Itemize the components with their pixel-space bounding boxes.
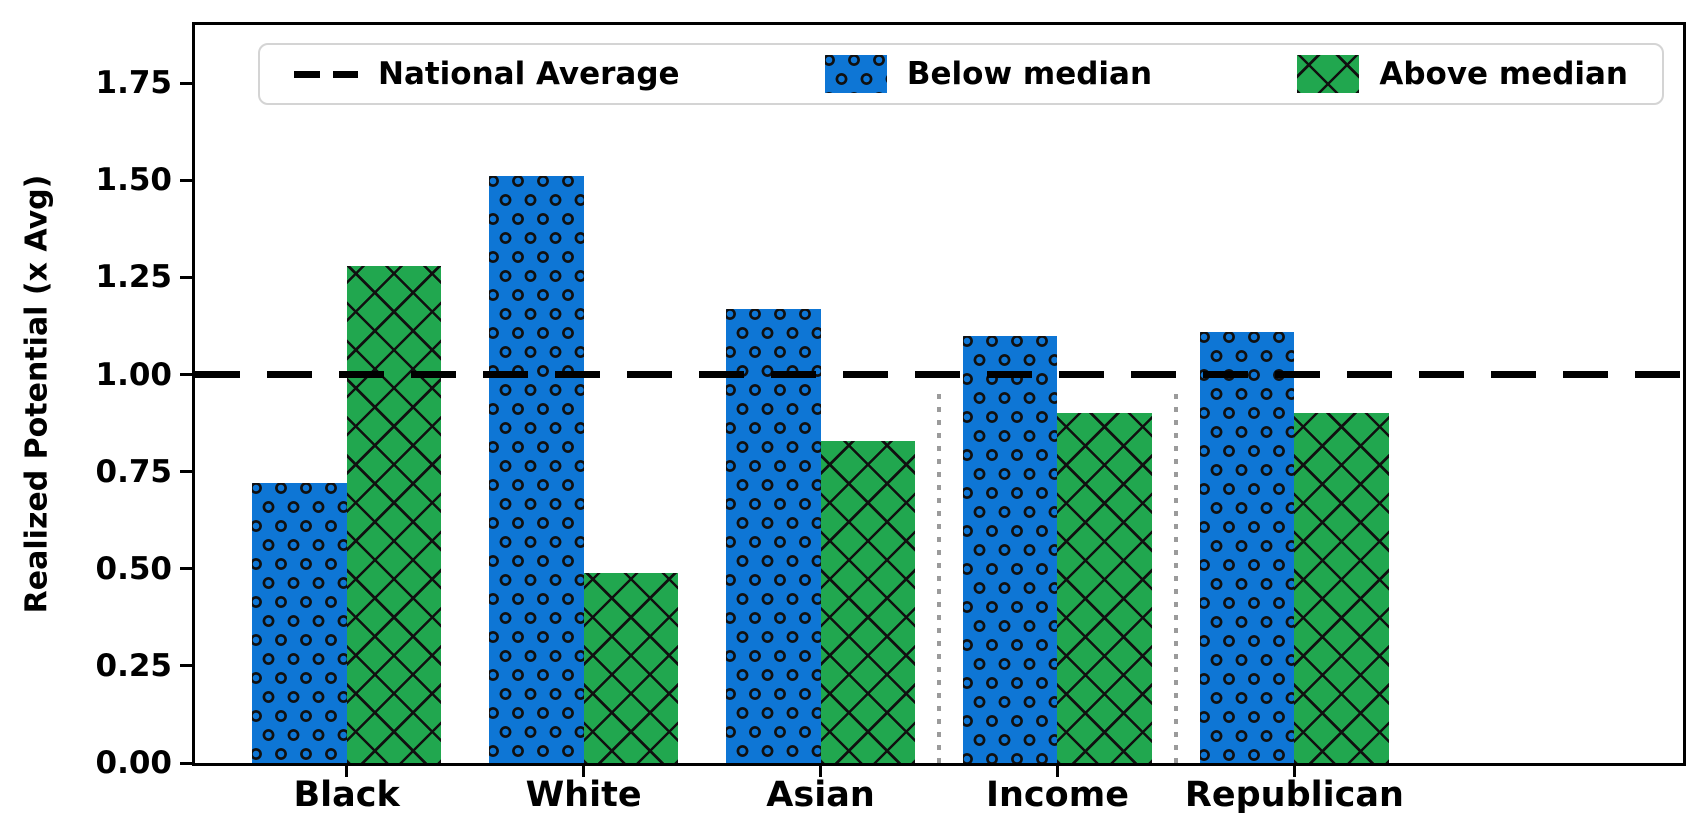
x-tick-label-white: White <box>525 775 642 815</box>
x-tick-label-republican: Republican <box>1184 775 1404 815</box>
y-tick-mark <box>180 664 192 668</box>
y-tick-label: 0.50 <box>95 550 173 587</box>
x-tick-mark <box>819 766 823 777</box>
legend-label-below-median: Below median <box>906 56 1153 92</box>
x-tick-mark <box>582 766 586 777</box>
y-tick-label: 1.50 <box>95 162 173 199</box>
legend-label-national-average: National Average <box>378 56 680 92</box>
bar-below-republican <box>1199 331 1295 763</box>
dashed-line-swatch-icon <box>294 70 358 78</box>
legend: National Average Below median Above medi… <box>258 43 1664 105</box>
group-separator-line <box>937 394 941 763</box>
plot-canvas <box>195 25 1683 763</box>
x-tick-label-asian: Asian <box>766 775 875 815</box>
legend-item-above-median: Above median <box>1297 55 1628 93</box>
y-tick-mark <box>180 567 192 571</box>
y-tick-mark <box>180 81 192 85</box>
plot-area <box>192 22 1686 766</box>
bar-above-black <box>346 265 442 763</box>
bar-above-income <box>1057 413 1153 763</box>
y-tick-label: 1.25 <box>95 259 173 296</box>
y-tick-label: 0.75 <box>95 453 173 490</box>
legend-item-national-average: National Average <box>294 56 680 92</box>
y-tick-label: 1.75 <box>95 65 173 102</box>
bar-below-white <box>488 176 584 763</box>
bar-above-republican <box>1294 413 1390 763</box>
y-tick-label: 0.25 <box>95 647 173 684</box>
bar-below-income <box>962 335 1058 763</box>
below-median-swatch-icon <box>824 55 887 93</box>
y-tick-label: 0.00 <box>95 745 173 781</box>
y-tick-mark <box>180 373 192 377</box>
y-tick-mark <box>180 470 192 474</box>
x-tick-mark <box>1292 766 1296 777</box>
y-tick-label: 1.00 <box>95 356 173 393</box>
x-tick-label-income: Income <box>985 775 1129 815</box>
national-average-line <box>195 371 1683 379</box>
x-tick-mark <box>345 766 349 777</box>
bar-above-white <box>583 572 679 763</box>
x-tick-label-black: Black <box>293 775 400 815</box>
above-median-swatch-icon <box>1297 55 1360 93</box>
bar-above-asian <box>820 440 916 763</box>
y-tick-mark <box>180 761 192 765</box>
legend-item-below-median: Below median <box>824 55 1153 93</box>
bar-below-black <box>251 483 347 763</box>
group-separator-line <box>1173 394 1178 763</box>
bar-below-asian <box>725 308 821 763</box>
y-tick-mark <box>180 178 192 182</box>
y-tick-mark <box>180 275 192 279</box>
x-tick-mark <box>1055 766 1059 777</box>
legend-label-above-median: Above median <box>1379 56 1628 92</box>
